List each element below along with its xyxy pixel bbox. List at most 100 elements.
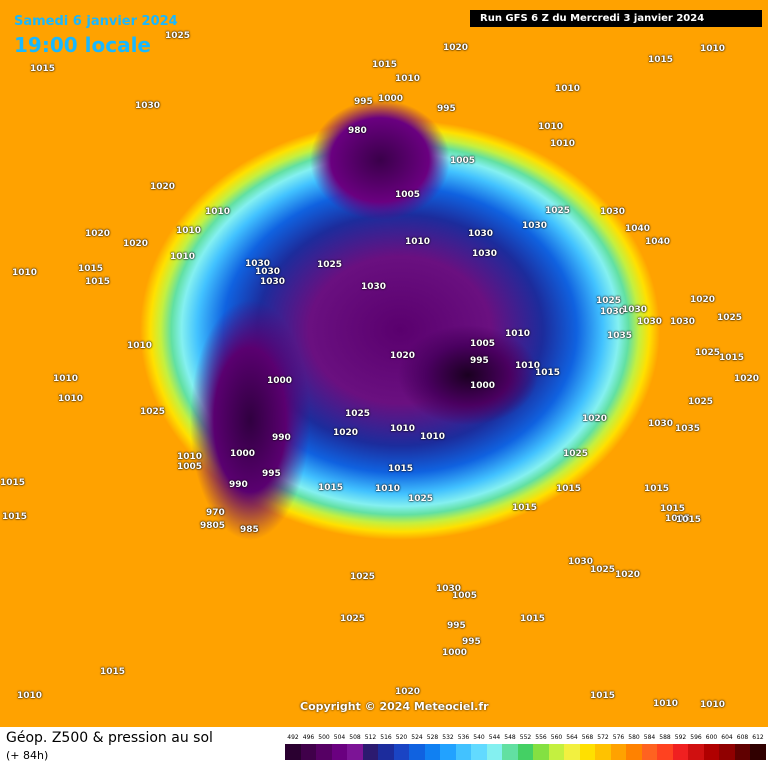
pressure-label: 995 <box>437 104 456 114</box>
colorbar-tick-label: 500 <box>318 734 330 741</box>
colorbar-tick-label: 556 <box>535 734 547 741</box>
colorbar-swatch <box>595 744 611 760</box>
colorbar-tick-label: 568 <box>581 734 594 741</box>
pressure-label: 1030 <box>260 277 286 287</box>
colorbar-swatch <box>703 744 720 760</box>
colorbar-tick-label: 560 <box>550 734 563 741</box>
pressure-label: 1000 <box>267 376 293 386</box>
pressure-label: 990 <box>272 433 291 443</box>
pressure-label: 1025 <box>408 494 434 504</box>
pressure-label: 1020 <box>582 414 608 424</box>
colorbar-swatch <box>486 744 503 760</box>
pressure-label: 1005 <box>665 514 691 524</box>
pressure-label: 1010 <box>405 237 431 247</box>
pressure-label: 985 <box>240 525 259 535</box>
pressure-label: 1020 <box>333 428 359 438</box>
pressure-label: 1030 <box>472 249 498 259</box>
pressure-label: 1015 <box>0 478 26 488</box>
pressure-label: 1000 <box>230 449 256 459</box>
colorbar-tick-label: 496 <box>302 734 315 741</box>
colorbar-tick-label: 564 <box>566 734 578 741</box>
pressure-label: 1020 <box>123 239 149 249</box>
colorbar-swatch <box>285 744 301 760</box>
footer-lead: (+ 84h) <box>6 749 49 762</box>
weather-map: Samedi 6 janvier 2024 19:00 locale Run G… <box>0 0 768 727</box>
pressure-label: 1015 <box>100 667 126 677</box>
colorbar-swatch <box>455 744 472 760</box>
colorbar-tick-label: 612 <box>752 734 764 741</box>
colorbar-swatch <box>378 744 394 760</box>
pressure-label: 1030 <box>600 307 626 317</box>
pressure-label: 1025 <box>590 565 616 575</box>
colorbar-swatch <box>641 744 658 760</box>
pressure-label: 1010 <box>515 361 541 371</box>
pressure-label: 1020 <box>150 182 176 192</box>
pressure-label: 1015 <box>85 277 111 287</box>
pressure-label: 1000 <box>378 94 404 104</box>
colorbar-tick-label: 532 <box>442 734 454 741</box>
pressure-label: 1010 <box>420 432 446 442</box>
colorbar-tick-label: 516 <box>380 734 392 741</box>
colorbar-tick-label: 608 <box>736 734 749 741</box>
pressure-label: 1020 <box>443 43 469 53</box>
pressure-label: 1030 <box>522 221 548 231</box>
pressure-label: 1015 <box>535 368 561 378</box>
pressure-label: 1015 <box>556 484 582 494</box>
pressure-label: 1020 <box>395 687 421 697</box>
colorbar-swatch <box>440 744 456 760</box>
pressure-label: 1010 <box>390 424 416 434</box>
colorbar-swatch <box>610 744 627 760</box>
colorbar-swatch <box>517 744 534 760</box>
colorbar-swatch <box>347 744 363 760</box>
pressure-label: 1005 <box>395 190 421 200</box>
pressure-label: 1010 <box>550 139 576 149</box>
pressure-label: 995 <box>462 637 481 647</box>
pressure-label: 1005 <box>177 462 203 472</box>
pressure-label: 1015 <box>660 504 686 514</box>
pressure-label: 1010 <box>700 700 726 710</box>
colorbar-tick-label: 512 <box>364 734 377 741</box>
colorbar-swatch <box>564 744 580 760</box>
colorbar-tick-label: 520 <box>395 734 408 741</box>
pressure-label: 1030 <box>622 305 648 315</box>
pressure-label: 1025 <box>717 313 743 323</box>
pressure-label: 1015 <box>520 614 546 624</box>
pressure-label: 1030 <box>255 267 281 277</box>
pressure-label: 1040 <box>645 237 671 247</box>
pressure-label: 1015 <box>512 503 538 513</box>
colorbar-tick-label: 504 <box>333 734 346 741</box>
colorbar-swatch <box>393 744 410 760</box>
footer-title: Géop. Z500 & pression au sol <box>6 730 213 746</box>
pressure-label: 1010 <box>205 207 231 217</box>
colorbar-tick-label: 544 <box>488 734 501 741</box>
pressure-label: 1020 <box>390 351 416 361</box>
colorbar-swatch <box>316 744 332 760</box>
colorbar-swatch <box>750 744 766 760</box>
pressure-label: 1015 <box>372 60 398 70</box>
pressure-label: 1010 <box>555 84 581 94</box>
colorbar-swatch <box>719 744 735 760</box>
pressure-label: 1020 <box>690 295 716 305</box>
pressure-label: 1025 <box>345 409 371 419</box>
pressure-label: 1015 <box>719 353 745 363</box>
pressure-label: 1010 <box>395 74 421 84</box>
pressure-label: 1005 <box>450 156 476 166</box>
pressure-label: 1015 <box>2 512 28 522</box>
pressure-label: 1010 <box>505 329 531 339</box>
pressure-label: 1010 <box>53 374 79 384</box>
pressure-label: 1025 <box>317 260 343 270</box>
colorbar-swatch <box>300 744 317 760</box>
colorbar-swatch <box>734 744 751 760</box>
colorbar-swatch <box>502 744 518 760</box>
pressure-label: 995 <box>447 621 466 631</box>
pressure-label: 1015 <box>648 55 674 65</box>
pressure-label: 1025 <box>340 614 366 624</box>
colorbar-swatch <box>626 744 642 760</box>
pressure-label: 1025 <box>350 572 376 582</box>
pressure-label: 1030 <box>670 317 696 327</box>
pressure-label: 1025 <box>596 296 622 306</box>
colorbar-swatch <box>548 744 565 760</box>
colorbar-tick-label: 492 <box>287 734 299 741</box>
colorbar-tick-label: 576 <box>612 734 625 741</box>
